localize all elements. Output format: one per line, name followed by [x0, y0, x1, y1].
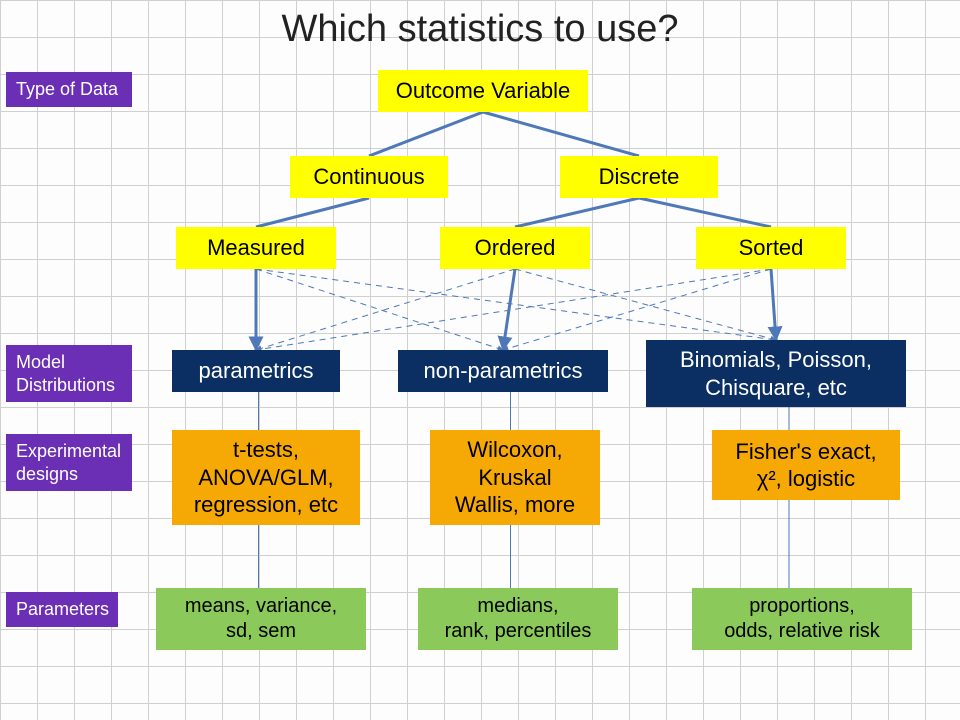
side-label-lbl-exp: Experimentaldesigns	[6, 434, 132, 491]
node-discrete: Discrete	[560, 156, 718, 198]
side-label-lbl-param: Parameters	[6, 592, 118, 627]
node-ordered: Ordered	[440, 227, 590, 269]
node-parametrics: parametrics	[172, 350, 340, 392]
side-label-lbl-model: ModelDistributions	[6, 345, 132, 402]
page-title: Which statistics to use?	[0, 8, 960, 51]
node-binom: Binomials, Poisson,Chisquare, etc	[646, 340, 906, 407]
node-ttests: t-tests,ANOVA/GLM,regression, etc	[172, 430, 360, 525]
node-outcome: Outcome Variable	[378, 70, 588, 112]
node-nonparam: non-parametrics	[398, 350, 608, 392]
node-sorted: Sorted	[696, 227, 846, 269]
node-fisher: Fisher's exact,χ², logistic	[712, 430, 900, 500]
node-props: proportions,odds, relative risk	[692, 588, 912, 650]
node-continuous: Continuous	[290, 156, 448, 198]
node-measured: Measured	[176, 227, 336, 269]
node-means: means, variance,sd, sem	[156, 588, 366, 650]
node-wilcox: Wilcoxon,KruskalWallis, more	[430, 430, 600, 525]
side-label-lbl-type: Type of Data	[6, 72, 132, 107]
node-medians: medians,rank, percentiles	[418, 588, 618, 650]
